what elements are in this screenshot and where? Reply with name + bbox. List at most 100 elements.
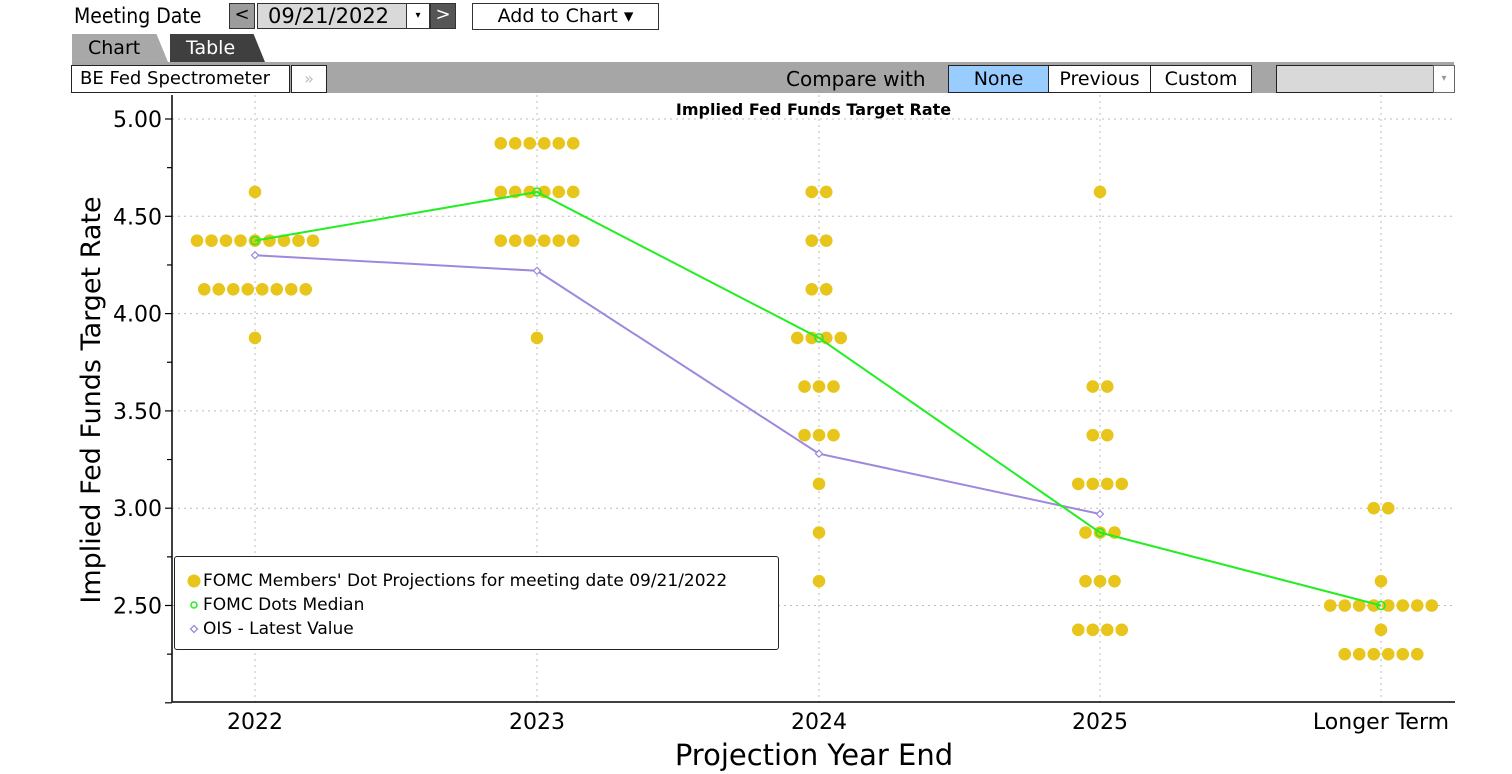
- fomc-dot: [508, 234, 522, 247]
- compare-previous-button[interactable]: Previous: [1048, 65, 1151, 93]
- fomc-dot: [1079, 574, 1092, 588]
- fomc-dot: [827, 380, 840, 393]
- fomc-dot: [1367, 647, 1381, 661]
- meeting-date-label: Meeting Date: [74, 4, 202, 28]
- fomc-dot: [190, 234, 204, 247]
- fomc-dot: [219, 234, 233, 247]
- fomc-dot: [277, 234, 291, 247]
- compare-none-button[interactable]: None: [948, 65, 1049, 93]
- fomc-dot: [566, 234, 580, 247]
- circle-marker-icon: [185, 597, 203, 613]
- fomc-dot: [197, 282, 211, 296]
- fomc-dot: [1093, 574, 1107, 588]
- fomc-dot: [1100, 623, 1114, 637]
- fomc-dot: [1115, 623, 1129, 637]
- fomc-dot: [1100, 477, 1114, 491]
- median-marker: [250, 235, 260, 246]
- x-tick-label: 2024: [791, 710, 847, 735]
- fomc-dot: [537, 234, 551, 247]
- fomc-dot: [1410, 647, 1424, 661]
- fomc-dot: [1086, 428, 1100, 442]
- y-axis-label: Implied Fed Funds Target Rate: [76, 196, 107, 603]
- fomc-dot: [1381, 647, 1395, 661]
- compare-with-label: Compare with: [786, 67, 926, 91]
- fomc-dot: [1374, 623, 1388, 637]
- fomc-dot: [819, 282, 833, 296]
- ois-marker: [532, 266, 542, 276]
- fomc-dot: [226, 282, 240, 296]
- legend-label: FOMC Dots Median: [203, 595, 365, 615]
- ois-marker: [814, 449, 824, 459]
- fomc-dot: [212, 282, 226, 296]
- fomc-dot: [819, 234, 833, 247]
- fomc-dot: [552, 137, 566, 150]
- ois-marker: [250, 250, 260, 260]
- x-axis-label: Projection Year End: [675, 738, 953, 772]
- chart-title: Implied Fed Funds Target Rate: [675, 100, 952, 119]
- fomc-dot: [248, 331, 262, 345]
- more-icon[interactable]: »: [291, 65, 327, 93]
- y-tick-label: 5.00: [113, 108, 162, 133]
- fomc-dot: [812, 477, 826, 491]
- fomc-dot: [1323, 599, 1337, 612]
- fomc-dot: [827, 428, 840, 442]
- next-date-button[interactable]: >: [430, 3, 456, 29]
- chevron-down-icon[interactable]: ▾: [1433, 65, 1455, 93]
- median-marker: [814, 333, 824, 343]
- fomc-dot: [1086, 623, 1100, 637]
- fomc-dot: [552, 234, 566, 247]
- legend-item-median: FOMC Dots Median: [185, 593, 778, 617]
- tab-chart[interactable]: Chart: [72, 34, 168, 62]
- view-name-field[interactable]: BE Fed Spectrometer: [71, 65, 290, 93]
- fomc-dot: [523, 234, 537, 247]
- y-tick-label: 4.00: [113, 303, 162, 328]
- date-dropdown-icon[interactable]: ▾: [406, 3, 430, 29]
- fomc-dot: [1396, 599, 1410, 612]
- fomc-dot: [508, 137, 522, 150]
- fomc-dot: [234, 234, 247, 247]
- legend-label: OIS - Latest Value: [203, 619, 354, 639]
- fomc-dot: [263, 234, 276, 247]
- fomc-dot: [1381, 599, 1395, 612]
- fomc-dot: [1410, 599, 1424, 612]
- fomc-dot: [270, 282, 284, 296]
- fomc-dot: [834, 331, 848, 345]
- tab-table[interactable]: Table: [170, 34, 265, 62]
- previous-date-button[interactable]: <: [229, 3, 255, 29]
- fomc-dot: [1374, 574, 1388, 588]
- fomc-dot: [812, 428, 826, 442]
- fomc-dot: [292, 234, 305, 247]
- fomc-dot: [1338, 599, 1352, 612]
- fomc-dot: [805, 234, 819, 247]
- fomc-dot: [1367, 501, 1381, 515]
- legend-item-dots: FOMC Members' Dot Projections for meetin…: [185, 569, 778, 593]
- fomc-dot: [1115, 477, 1129, 491]
- fomc-dot: [530, 331, 544, 345]
- fomc-dot: [798, 380, 811, 393]
- fomc-dot: [1100, 380, 1114, 393]
- fomc-dot: [790, 331, 804, 345]
- fomc-dot: [819, 185, 833, 199]
- fomc-dot: [248, 185, 262, 199]
- fomc-dot: [523, 185, 537, 199]
- median-marker: [532, 187, 542, 197]
- fomc-dot: [798, 428, 811, 442]
- y-tick-label: 2.50: [113, 595, 162, 620]
- fomc-dot: [1079, 526, 1092, 539]
- fomc-dot: [812, 526, 826, 539]
- fomc-dot: [494, 185, 508, 199]
- y-tick-label: 3.00: [113, 497, 162, 522]
- custom-compare-select[interactable]: [1276, 65, 1434, 93]
- dot-marker-icon: [185, 573, 203, 589]
- compare-custom-button[interactable]: Custom: [1150, 65, 1252, 93]
- fomc-dot: [805, 185, 819, 199]
- fomc-dot: [1352, 599, 1366, 612]
- fomc-dot: [284, 282, 298, 296]
- fomc-dot: [523, 137, 537, 150]
- add-to-chart-button[interactable]: Add to Chart ▾: [472, 3, 659, 30]
- fomc-dot: [494, 234, 508, 247]
- fomc-dot: [494, 137, 508, 150]
- fomc-dot: [299, 282, 313, 296]
- fomc-dot: [805, 282, 819, 296]
